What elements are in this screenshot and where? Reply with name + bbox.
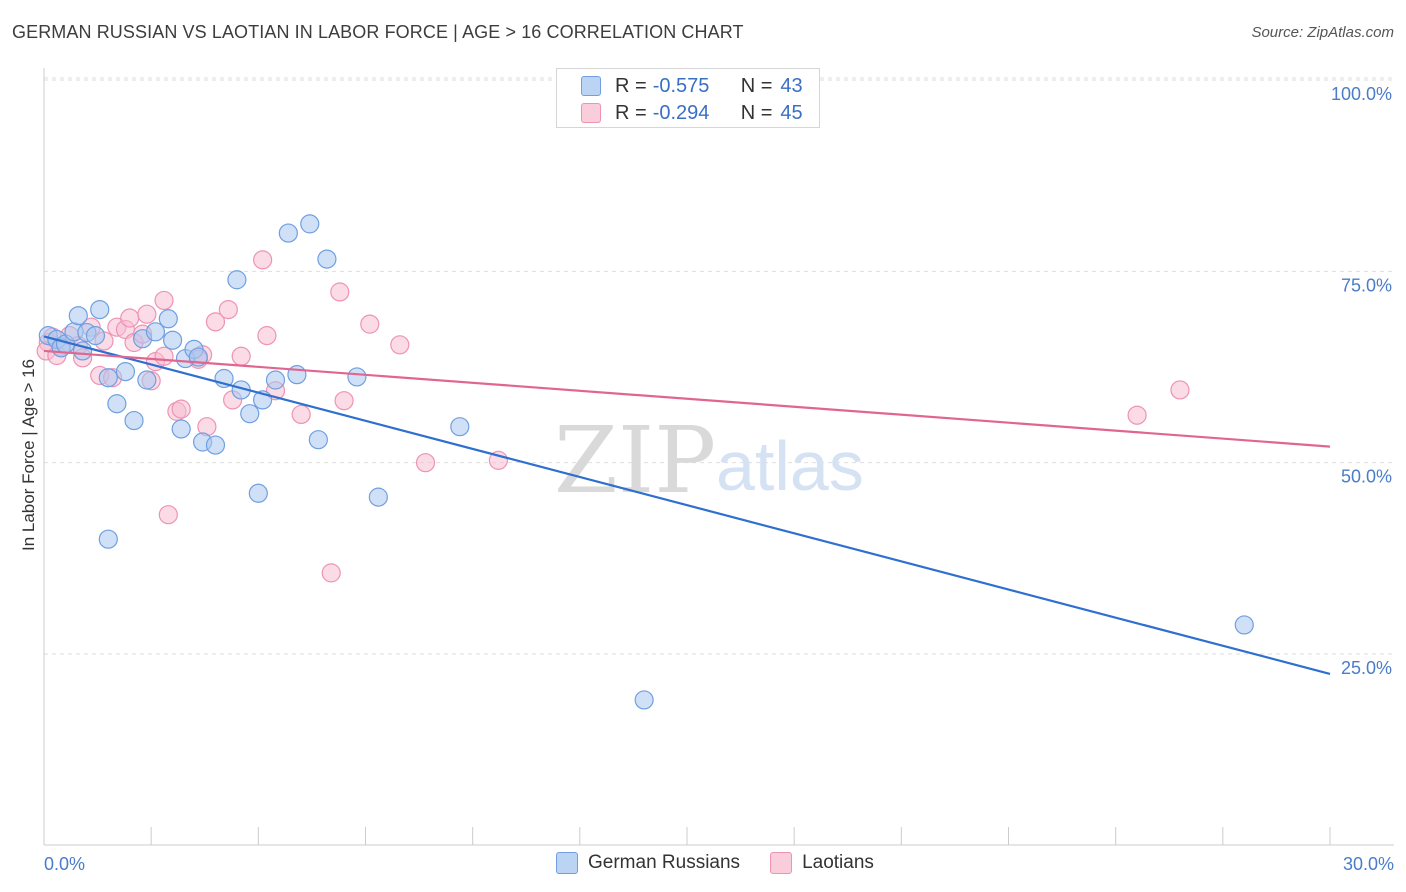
legend-swatch-blue (581, 76, 601, 96)
german-russian-point (158, 309, 178, 329)
y-axis-title: In Labor Force | Age > 16 (19, 359, 38, 551)
german-russian-point (300, 214, 320, 234)
legend-r-label: R = (615, 101, 647, 124)
german-russian-point (98, 529, 118, 549)
laotians-trend-line (43, 349, 1331, 448)
laotian-point (137, 304, 157, 324)
german-russians-points (38, 214, 1254, 710)
legend-n-value: 45 (780, 101, 803, 124)
laotian-point (1170, 380, 1190, 400)
german-russian-point (90, 300, 110, 320)
axes (43, 68, 1394, 846)
laotian-point (334, 391, 354, 411)
series-legend: German Russians Laotians (556, 852, 904, 874)
laotian-point (321, 563, 341, 583)
legend-swatch-pink (581, 103, 601, 123)
german-russian-point (265, 370, 286, 390)
laotian-point (120, 308, 140, 328)
stats-legend: R = -0.575 N = 43 R = -0.294 N = 45 (556, 68, 820, 128)
x-tick-label: 30.0% (1343, 854, 1394, 874)
laotian-point (257, 326, 277, 346)
legend-swatch-pink (770, 852, 793, 874)
legend-n-label: N = (740, 101, 773, 124)
german-russian-point (205, 435, 226, 455)
german-russian-point (450, 417, 470, 437)
y-tick-label: 50.0% (1341, 467, 1392, 487)
laotian-point (154, 346, 174, 366)
german-russian-point (171, 419, 191, 439)
german-russian-point (634, 690, 654, 710)
y-tick-label: 75.0% (1341, 275, 1392, 295)
laotian-point (231, 346, 251, 366)
laotian-point (158, 505, 178, 525)
laotian-point (218, 300, 238, 320)
german-russian-point (124, 410, 144, 431)
y-tick-label: 25.0% (1341, 658, 1392, 678)
german-russians-trend-line (43, 335, 1331, 675)
legend-r-value: -0.294 (652, 101, 710, 124)
series-legend-label: German Russians (588, 852, 741, 873)
german-russian-point (98, 368, 118, 388)
german-russian-point (115, 361, 136, 382)
legend-row-laotians: R = -0.294 N = 45 (581, 101, 803, 125)
legend-swatch-blue (556, 852, 578, 874)
german-russian-point (368, 487, 388, 507)
trend-lines (43, 335, 1331, 675)
german-russian-point (308, 430, 328, 450)
laotian-point (330, 282, 350, 302)
laotian-point (205, 312, 226, 332)
german-russian-point (240, 404, 260, 424)
german-russian-point (107, 394, 127, 414)
watermark-atlas: atlas (716, 427, 864, 505)
laotian-point (360, 314, 380, 334)
laotian-point (171, 399, 191, 419)
legend-n-value: 43 (780, 74, 803, 97)
german-russian-point (227, 270, 247, 290)
tick-labels: 25.0% 50.0% 75.0% 100.0% 0.0% 30.0% (44, 84, 1394, 874)
legend-r-label: R = (615, 74, 647, 97)
laotian-point (1127, 405, 1147, 425)
german-russian-point (68, 306, 88, 326)
x-tick-label: 0.0% (44, 854, 85, 874)
series-legend-laotians[interactable]: Laotians (770, 852, 874, 874)
laotian-point (390, 335, 410, 355)
series-legend-label: Laotians (802, 852, 874, 873)
legend-n-label: N = (740, 74, 773, 97)
legend-r-value: -0.575 (652, 74, 710, 97)
y-tick-label: 100.0% (1331, 84, 1392, 104)
german-russian-point (137, 370, 157, 390)
watermark-zip: ZIP (554, 407, 716, 514)
laotian-point (253, 250, 273, 270)
chart-source: Source: ZipAtlas.com (1251, 24, 1394, 41)
laotian-point (154, 290, 174, 311)
chart-title: GERMAN RUSSIAN VS LAOTIAN IN LABOR FORCE… (12, 22, 744, 42)
series-legend-german-russians[interactable]: German Russians (556, 852, 740, 874)
german-russian-point (163, 330, 183, 350)
laotian-point (415, 453, 436, 473)
german-russian-point (248, 483, 268, 503)
german-russian-point (278, 223, 298, 243)
watermark: ZIP atlas (554, 407, 864, 514)
german-russian-point (317, 249, 337, 269)
german-russian-point (145, 322, 166, 342)
german-russian-point (1234, 615, 1254, 635)
german-russian-point (347, 367, 367, 387)
legend-row-german-russians: R = -0.575 N = 43 (581, 74, 803, 98)
laotian-point (291, 404, 311, 425)
german-russian-point (85, 326, 106, 346)
